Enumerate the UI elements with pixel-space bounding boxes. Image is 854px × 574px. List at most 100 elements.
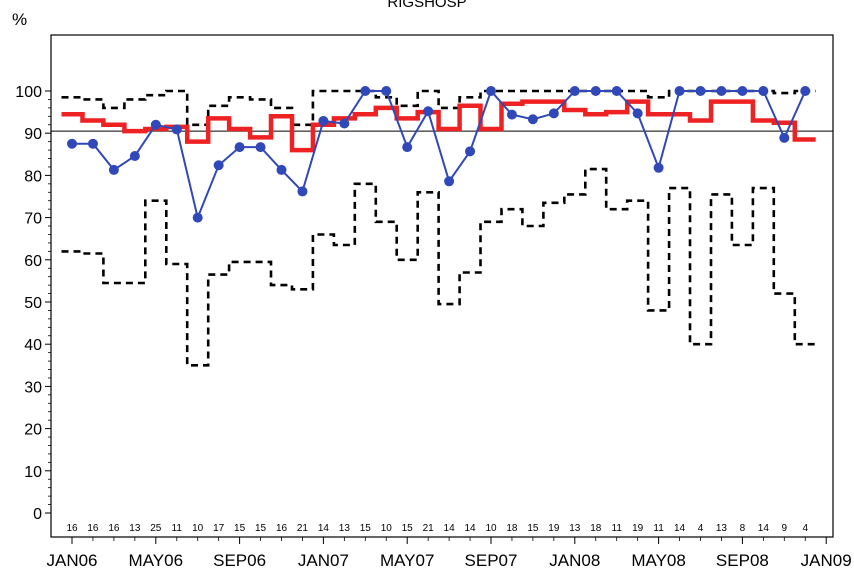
count-label: 10 (485, 523, 497, 534)
count-label: 15 (527, 523, 539, 534)
observed-point (611, 86, 622, 96)
x-tick-label: SEP07 (465, 551, 518, 570)
x-tick-label: JAN06 (46, 551, 97, 570)
x-tick-label: JAN07 (298, 551, 349, 570)
y-tick-label: 40 (24, 337, 42, 354)
count-label: 10 (192, 523, 204, 534)
observed-point (276, 164, 287, 175)
y-tick-label: 10 (24, 464, 42, 481)
x-axis: JAN06 MAY06 SEP06 JAN07 MAY07 SEP07 JAN08 MAY08… (46, 537, 852, 570)
count-label: 9 (782, 523, 788, 534)
observed-point (716, 86, 727, 96)
count-label: 13 (339, 523, 351, 534)
observed-point (800, 86, 811, 96)
count-label: 16 (108, 523, 120, 534)
observed-point (674, 86, 685, 96)
observed-point (465, 146, 476, 157)
y-axis: 0 10 20 30 40 50 60 70 80 90 100 (15, 84, 51, 523)
count-label: 15 (402, 523, 414, 534)
count-label: 21 (297, 523, 309, 534)
y-tick-label: 70 (24, 211, 42, 228)
observed-point (87, 138, 98, 149)
upper-limit-line (61, 89, 816, 127)
count-label: 14 (318, 523, 330, 534)
observed-point (192, 212, 203, 223)
y-tick-label: 50 (24, 295, 42, 312)
count-label: 16 (87, 523, 99, 534)
count-label: 19 (632, 523, 644, 534)
count-label: 25 (150, 523, 162, 534)
observed-point (402, 142, 413, 153)
count-label: 14 (444, 523, 456, 534)
observed-point (255, 142, 266, 153)
x-tick-label: SEP08 (716, 551, 769, 570)
count-label: 4 (698, 523, 704, 534)
y-tick-label: 80 (24, 168, 42, 185)
y-tick-label: 90 (24, 126, 42, 143)
count-label: 18 (590, 523, 602, 534)
count-label: 13 (129, 523, 141, 534)
series-layer (51, 86, 833, 367)
y-tick-label: 60 (24, 253, 42, 270)
y-tick-label: 30 (24, 379, 42, 396)
count-label: 14 (464, 523, 476, 534)
observed-point (213, 160, 224, 171)
x-tick-label: JAN09 (801, 551, 852, 570)
observed-point (569, 86, 580, 96)
count-label: 11 (172, 523, 183, 534)
observed-point (129, 150, 140, 161)
x-tick-label: MAY07 (380, 551, 435, 570)
y-axis-label: % (12, 10, 27, 29)
observed-point (444, 176, 455, 187)
observed-point (548, 108, 559, 119)
count-label: 19 (548, 523, 560, 534)
count-label: 18 (506, 523, 518, 534)
observed-point (486, 86, 496, 96)
count-label: 13 (569, 523, 581, 534)
lower-limit-line (61, 167, 816, 367)
observed-point (758, 86, 769, 96)
observed-point (297, 186, 308, 197)
count-label: 16 (276, 523, 288, 534)
count-label: 16 (66, 523, 78, 534)
observed-point (234, 142, 245, 153)
count-label: 17 (213, 523, 225, 534)
observed-point (506, 109, 517, 120)
observed-point (632, 108, 643, 119)
x-tick-label: JAN08 (549, 551, 600, 570)
count-label: 15 (234, 523, 246, 534)
count-label: 15 (360, 523, 372, 534)
count-label: 14 (674, 523, 686, 534)
plot-frame (50, 34, 834, 538)
count-label: 14 (758, 523, 770, 534)
observed-point (779, 132, 790, 143)
count-label: 11 (612, 523, 623, 534)
observed-point (381, 86, 392, 96)
y-tick-label: 0 (33, 506, 42, 523)
observed-point (653, 162, 664, 173)
count-labels: 16 16 16 13 25 11 10 17 15 15 16 21 14 13 15 10 15 21 14 14… (66, 523, 808, 534)
count-label: 8 (740, 523, 746, 534)
observed-point (527, 114, 538, 125)
count-label: 11 (653, 523, 664, 534)
observed-point (737, 86, 748, 96)
x-tick-label: MAY06 (129, 551, 184, 570)
x-tick-label: MAY08 (631, 551, 686, 570)
observed-point (67, 138, 77, 149)
count-label: 21 (423, 523, 435, 534)
observed-point (695, 86, 706, 96)
count-label: 15 (255, 523, 267, 534)
median-line (61, 99, 816, 153)
y-tick-label: 100 (15, 84, 42, 101)
observed-point (171, 124, 182, 135)
count-label: 10 (381, 523, 393, 534)
count-label: 13 (716, 523, 728, 534)
x-tick-label: SEP06 (213, 551, 266, 570)
observed-point (150, 119, 161, 130)
observed-point (423, 106, 434, 117)
y-tick-label: 20 (24, 422, 42, 439)
count-label: 4 (802, 523, 808, 534)
observed-point (339, 118, 350, 129)
observed-point (360, 86, 371, 96)
